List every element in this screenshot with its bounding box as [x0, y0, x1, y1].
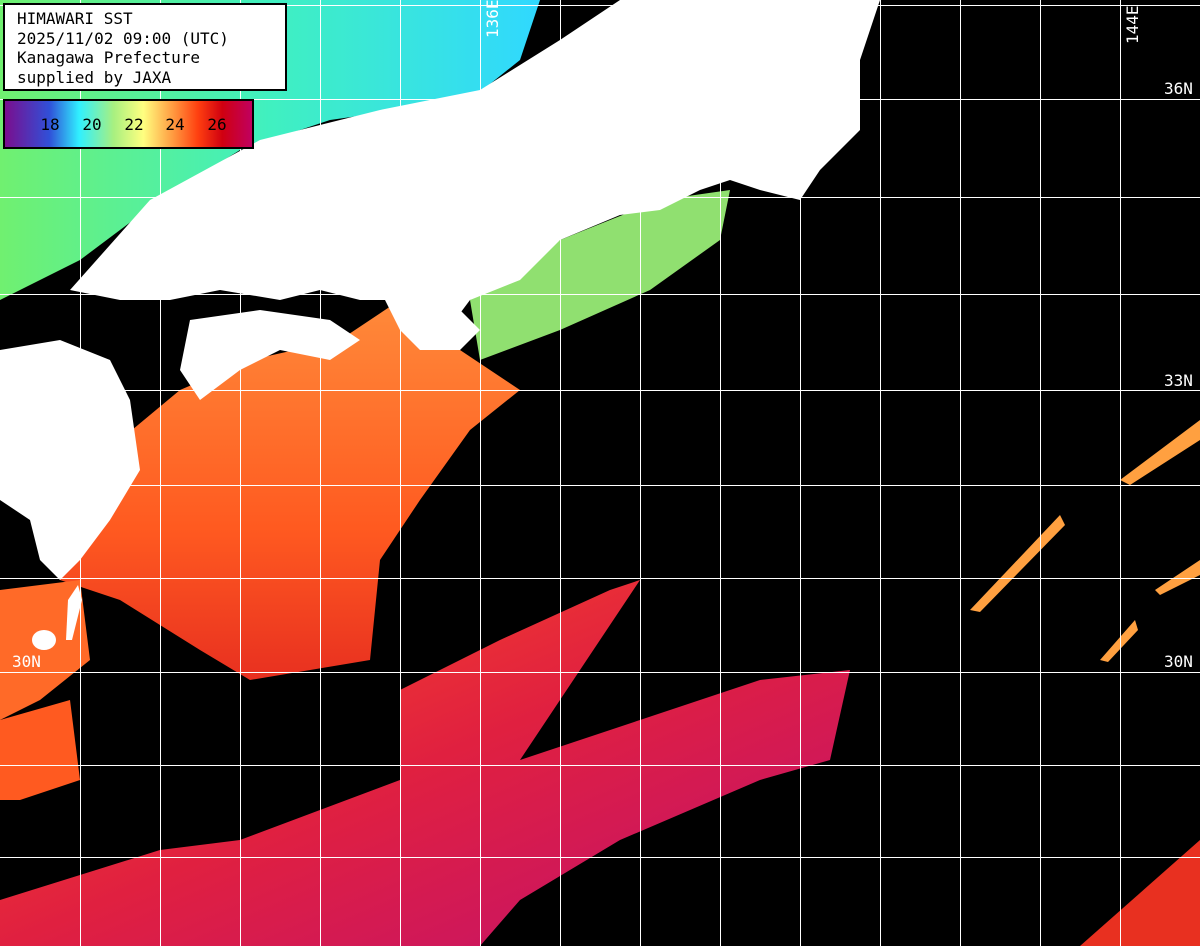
- legend-tick: 22: [124, 115, 144, 134]
- title-region: Kanagawa Prefecture: [17, 48, 201, 67]
- sst-south: [0, 580, 850, 946]
- land-honshu: [70, 0, 880, 340]
- lon-label-136e: 136E: [483, 0, 502, 38]
- land-kii: [380, 290, 480, 350]
- sst-coastal-band: [470, 190, 730, 360]
- title-box: HIMAWARI SST 2025/11/02 09:00 (UTC) Kana…: [3, 3, 287, 91]
- lat-label-30n-left: 30N: [12, 652, 41, 671]
- legend-tick: 20: [82, 115, 102, 134]
- legend-tick: 26: [207, 115, 227, 134]
- land-shikoku: [180, 310, 360, 400]
- sst-warm-west2: [0, 700, 80, 800]
- sst-southeast: [1080, 840, 1200, 946]
- land-kyushu: [0, 340, 140, 580]
- title-datetime: 2025/11/02 09:00 (UTC): [17, 28, 229, 48]
- lat-label-33n: 33N: [1164, 371, 1193, 390]
- legend-tick: 24: [165, 115, 185, 134]
- legend-tick: 18: [40, 115, 60, 134]
- land-tanegashima: [66, 585, 82, 640]
- title-credit: supplied by JAXA: [17, 67, 172, 87]
- title-satellite: HIMAWARI SST: [17, 9, 133, 28]
- lat-label-33-left: 33: [12, 371, 32, 390]
- lat-label-36n: 36N: [1164, 79, 1193, 98]
- lat-label-30n: 30N: [1164, 652, 1193, 671]
- color-scale-legend: 18 20 22 24 26: [3, 99, 254, 149]
- sst-kuroshio: [60, 300, 520, 680]
- sst-east-streak: [970, 420, 1200, 662]
- lon-label-144e: 144E: [1123, 5, 1142, 44]
- land-yakushima: [32, 630, 56, 650]
